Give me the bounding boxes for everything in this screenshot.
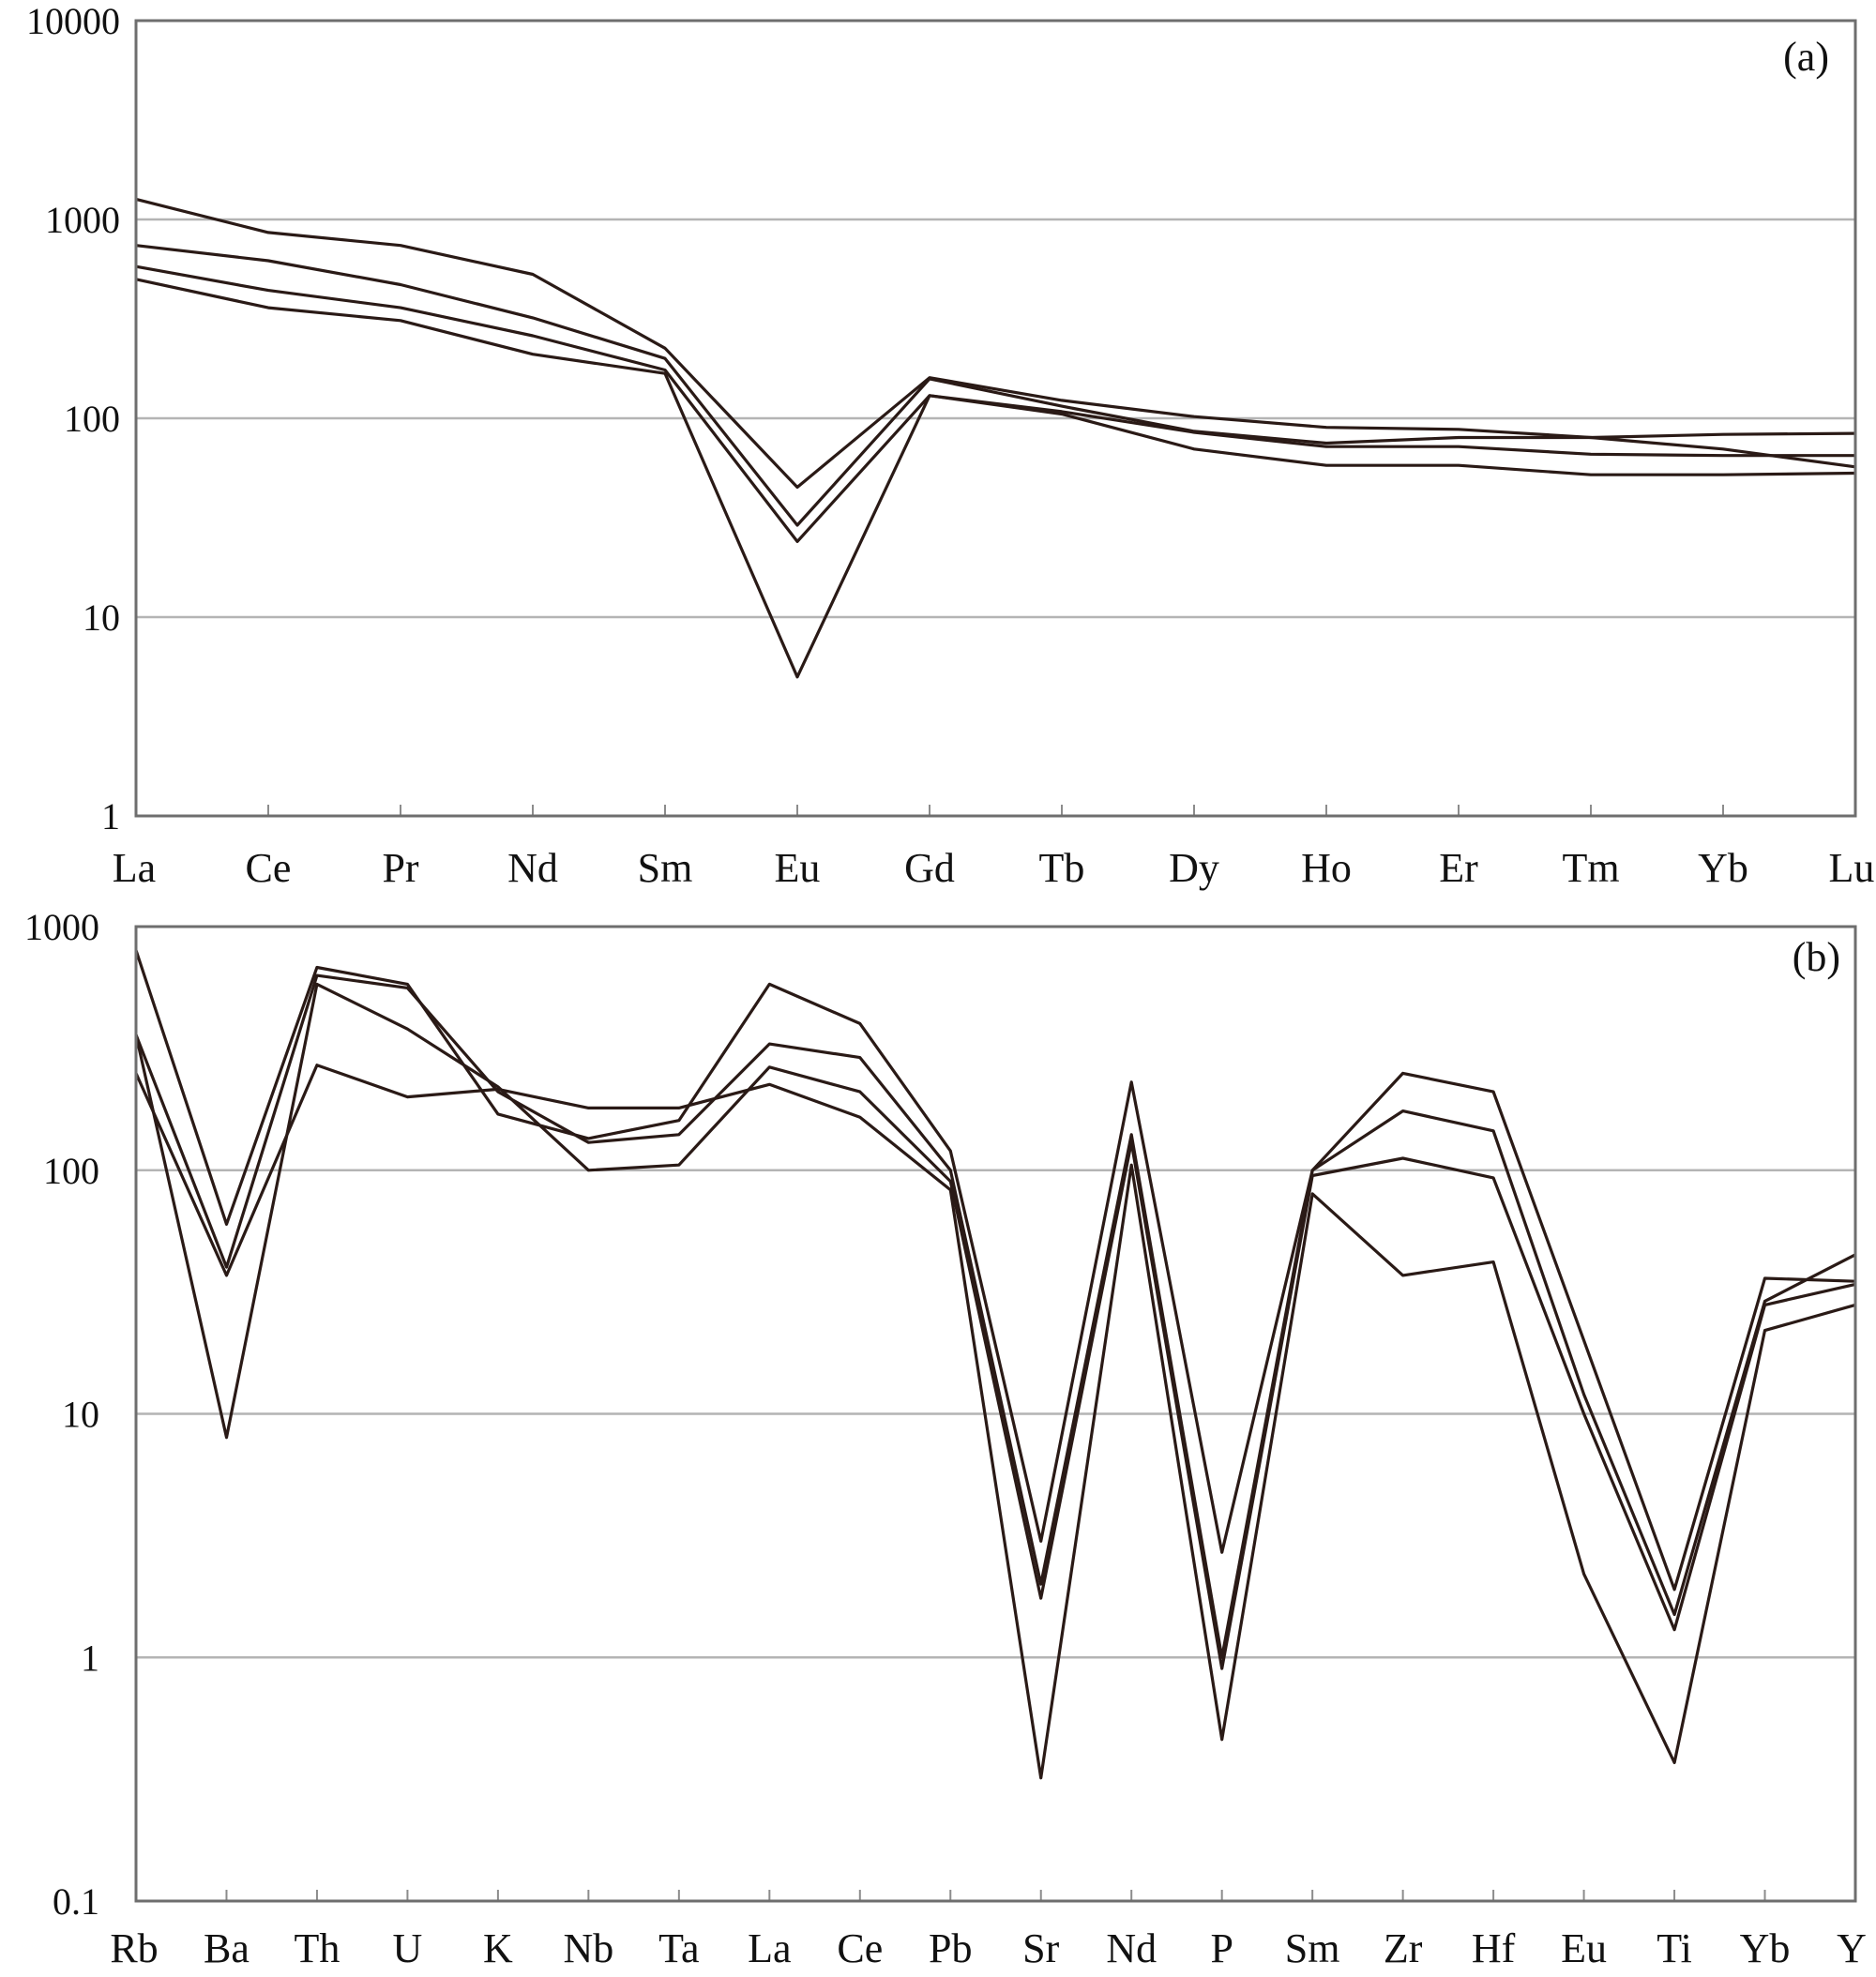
x-category-label: Zr bbox=[1384, 1925, 1423, 1971]
y-tick-label: 10 bbox=[62, 1394, 99, 1436]
y-tick-label: 10 bbox=[83, 596, 120, 639]
x-category-label: Tm bbox=[1562, 845, 1619, 891]
y-tick-label: 1000 bbox=[45, 199, 120, 241]
x-category-label: Pr bbox=[382, 845, 418, 891]
x-category-label: Lu bbox=[1829, 845, 1875, 891]
x-category-label: Ti bbox=[1657, 1925, 1692, 1971]
x-category-label: Hf bbox=[1472, 1925, 1516, 1971]
y-tick-label: 100 bbox=[43, 1150, 99, 1192]
x-category-label: Eu bbox=[775, 845, 821, 891]
panel-label: (b) bbox=[1793, 934, 1840, 980]
panel-label: (a) bbox=[1783, 34, 1829, 80]
x-category-label: Nd bbox=[507, 845, 558, 891]
x-category-label: Gd bbox=[904, 845, 955, 891]
x-category-label: Rb bbox=[110, 1925, 158, 1971]
x-category-label: Sm bbox=[1285, 1925, 1340, 1971]
y-tick-label: 1 bbox=[101, 795, 120, 838]
x-category-label: Eu bbox=[1561, 1925, 1607, 1971]
y-tick-label: 0.1 bbox=[53, 1880, 99, 1923]
series-line-4 bbox=[134, 1064, 1856, 1780]
x-category-label: Dy bbox=[1169, 845, 1219, 891]
y-tick-label: 1 bbox=[81, 1637, 99, 1679]
x-category-label: Sm bbox=[638, 845, 693, 891]
x-category-label: La bbox=[748, 1925, 791, 1971]
y-tick-label: 10000 bbox=[26, 0, 120, 42]
x-category-label: Ce bbox=[246, 845, 292, 891]
x-category-label: Ta bbox=[658, 1925, 699, 1971]
x-category-label: Th bbox=[295, 1925, 340, 1971]
x-category-label: Nb bbox=[563, 1925, 613, 1971]
y-tick-label: 100 bbox=[64, 398, 120, 440]
chart-panel-b: 1000 100 10 1 0.1 Rb Ba Th U K Nb Ta La Ce Pb Sr Nd P Sm Zr… bbox=[24, 906, 1867, 1971]
chart-panel-a: 10000 1000 100 10 1 La Ce Pr Nd Sm Eu Gd Tb Dy Ho Er Tm Y… bbox=[26, 0, 1874, 891]
series-line-4 bbox=[135, 278, 1856, 679]
y-tick-label: 1000 bbox=[24, 906, 99, 948]
x-category-label: Yb bbox=[1740, 1925, 1791, 1971]
x-category-label: Er bbox=[1439, 845, 1478, 891]
x-category-label: Ce bbox=[837, 1925, 883, 1971]
series-line-2 bbox=[134, 973, 1856, 1659]
x-category-label: Sr bbox=[1022, 1925, 1059, 1971]
x-category-label: Ba bbox=[204, 1925, 250, 1971]
x-category-label: Tb bbox=[1039, 845, 1085, 891]
plot-frame bbox=[134, 19, 1857, 818]
x-category-label: U bbox=[393, 1925, 423, 1971]
series-line-3 bbox=[134, 982, 1856, 1670]
x-category-label: Y bbox=[1837, 1925, 1867, 1971]
series-line-1 bbox=[135, 197, 1856, 490]
series-line-2 bbox=[135, 244, 1856, 527]
x-category-label: Ho bbox=[1301, 845, 1352, 891]
x-category-label: Nd bbox=[1106, 1925, 1157, 1971]
x-category-label: Yb bbox=[1698, 845, 1748, 891]
x-category-label: K bbox=[483, 1925, 513, 1971]
x-category-label: La bbox=[113, 845, 156, 891]
x-category-label: Pb bbox=[929, 1925, 972, 1971]
x-category-label: P bbox=[1210, 1925, 1233, 1971]
plot-frame bbox=[134, 925, 1857, 1903]
